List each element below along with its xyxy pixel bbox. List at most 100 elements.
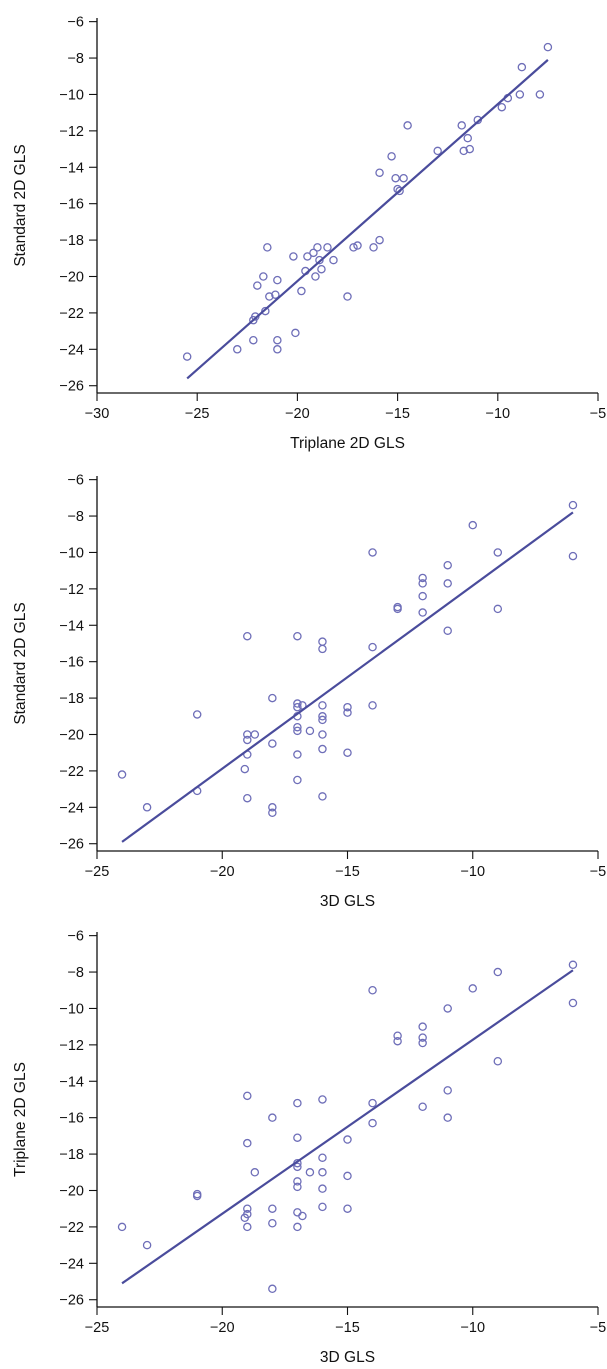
data-point: [418, 1033, 427, 1042]
data-point: [343, 1204, 352, 1213]
data-point: [293, 1222, 302, 1232]
data-point: [418, 1102, 427, 1112]
x-tick-label: −20: [210, 1320, 235, 1336]
data-point: [493, 548, 503, 557]
data-point: [387, 152, 396, 161]
data-point: [192, 1191, 202, 1201]
x-tick-label: −20: [285, 406, 310, 422]
data-point: [243, 631, 252, 641]
data-point: [393, 604, 402, 614]
x-tick-label: −10: [485, 406, 510, 422]
data-point: [263, 243, 272, 252]
data-point: [443, 1086, 452, 1095]
data-point: [443, 560, 452, 570]
y-tick-label: −10: [59, 1001, 84, 1017]
data-point: [568, 551, 578, 561]
data-point: [142, 803, 152, 812]
x-tick-label: −15: [335, 864, 360, 880]
data-point: [182, 352, 192, 361]
y-tick-label: −22: [59, 306, 84, 322]
data-point: [240, 764, 250, 774]
data-point: [318, 1202, 327, 1212]
x-tick-label: −25: [85, 864, 110, 880]
data-point: [468, 520, 477, 530]
y-tick-label: −26: [59, 379, 84, 395]
data-point: [293, 722, 302, 732]
data-point: [273, 345, 282, 354]
y-tick-label: −12: [59, 124, 84, 140]
data-point: [433, 146, 442, 156]
y-tick-label: −10: [59, 87, 84, 103]
x-tick-label: −30: [85, 406, 110, 422]
data-point: [568, 960, 578, 970]
data-point: [265, 292, 274, 301]
x-tick-label: −25: [85, 1320, 110, 1336]
y-tick-label: −26: [59, 1293, 84, 1309]
scatter-panel-1: −26 −24 −22 −20 −18 −16 −14 −12 −10 −8 −6 −30 −25 −20…: [0, 0, 607, 455]
data-point: [418, 608, 427, 617]
data-point: [117, 770, 127, 779]
y-tick-label: −18: [59, 233, 84, 249]
data-point: [291, 328, 300, 338]
data-point: [298, 1211, 307, 1221]
data-point: [243, 735, 252, 745]
y-tick-label: −10: [59, 545, 84, 561]
scatter-plot-3d-vs-standard: −26 −24 −22 −20 −18 −16 −14 −12 −10 −8 −6 −25 −20 −15…: [12, 473, 606, 910]
data-point: [329, 255, 338, 265]
data-point: [343, 1171, 352, 1181]
data-point: [318, 1153, 327, 1162]
y-tick-label: −12: [59, 1038, 84, 1054]
data-point: [268, 1113, 277, 1122]
data-point: [318, 701, 327, 710]
data-point: [293, 726, 302, 736]
data-point: [493, 967, 503, 977]
data-point: [268, 1219, 277, 1228]
scatter-plot-triplane-vs-standard: −26 −24 −22 −20 −18 −16 −14 −12 −10 −8 −6 −30 −25 −20…: [12, 15, 606, 452]
data-point: [318, 792, 327, 801]
data-point: [349, 243, 358, 252]
regression-line: [121, 969, 574, 1285]
data-point: [261, 306, 270, 316]
data-point: [418, 573, 427, 583]
data-point: [368, 548, 377, 557]
data-point: [293, 1098, 302, 1108]
data-point: [343, 1135, 352, 1144]
y-axis-title: Standard 2D GLS: [12, 144, 29, 266]
data-point: [317, 264, 326, 274]
y-tick-label: −24: [59, 800, 84, 816]
data-point: [271, 290, 280, 299]
data-point: [443, 1004, 452, 1013]
y-tick-label: −22: [59, 1220, 84, 1236]
data-point: [418, 591, 427, 601]
data-point: [318, 730, 327, 739]
data-point: [457, 121, 466, 130]
data-point: [393, 1031, 402, 1041]
data-point: [289, 252, 298, 261]
y-tick-label: −22: [59, 764, 84, 780]
x-tick-label: −20: [210, 864, 235, 880]
data-point: [268, 739, 277, 748]
y-axis-title: Standard 2D GLS: [12, 602, 29, 724]
y-tick-label: −6: [67, 15, 84, 31]
data-point: [268, 1284, 277, 1294]
data-point: [293, 1133, 302, 1142]
y-tick-label: −14: [59, 1074, 84, 1090]
data-point: [311, 272, 320, 281]
data-point: [268, 1204, 277, 1213]
y-tick-label: −14: [59, 618, 84, 634]
data-point: [517, 62, 527, 72]
data-point: [142, 1240, 152, 1250]
x-tick-label: −15: [335, 1320, 360, 1336]
data-point: [243, 1222, 252, 1232]
data-point: [243, 1091, 252, 1101]
data-point: [418, 1038, 427, 1048]
y-tick-label: −26: [59, 837, 84, 853]
data-point: [293, 1162, 302, 1172]
y-tick-label: −6: [67, 473, 84, 489]
data-point: [568, 500, 578, 510]
y-tick-label: −20: [59, 727, 84, 743]
data-point: [293, 631, 302, 641]
data-point: [293, 775, 302, 785]
scatter-plot-3d-vs-triplane: −26 −24 −22 −20 −18 −16 −14 −12 −10 −8 −6 −25 −20 −15…: [12, 929, 606, 1366]
data-point: [253, 281, 262, 290]
